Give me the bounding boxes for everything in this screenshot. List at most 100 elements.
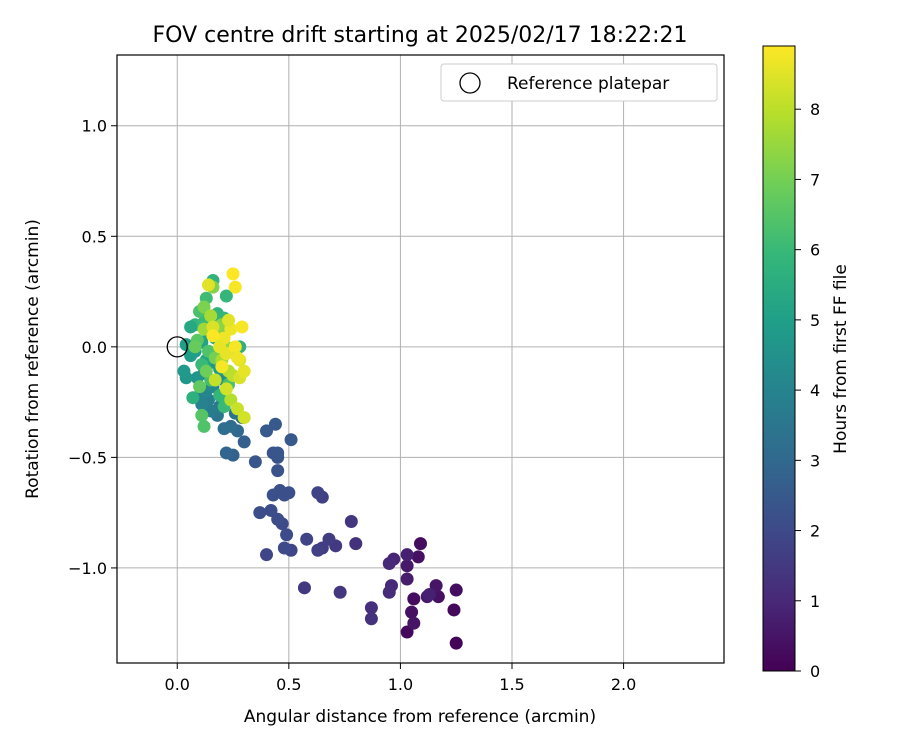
- data-point: [271, 512, 285, 526]
- x-tick-label: 0.5: [276, 675, 301, 694]
- data-point: [224, 393, 238, 407]
- data-point: [215, 360, 229, 374]
- data-point: [188, 340, 202, 354]
- data-point: [231, 402, 245, 416]
- data-point: [204, 309, 218, 323]
- data-point: [253, 506, 267, 520]
- data-point: [208, 373, 222, 387]
- data-point: [184, 320, 198, 334]
- data-point: [264, 503, 278, 517]
- data-point: [219, 289, 233, 303]
- y-axis-ticks: −1.0 −0.5 0.0 0.5 1.0: [68, 117, 117, 578]
- data-point: [407, 592, 421, 606]
- data-point: [260, 548, 274, 562]
- data-point: [311, 543, 325, 557]
- data-point: [195, 408, 209, 422]
- data-point: [237, 435, 251, 449]
- data-point: [429, 579, 443, 593]
- data-point: [177, 364, 191, 378]
- colorbar-tick-label: 6: [810, 241, 820, 260]
- data-point: [344, 515, 358, 529]
- colorbar-tick-label: 0: [810, 662, 820, 681]
- data-point: [186, 391, 200, 405]
- data-point: [280, 528, 294, 542]
- data-point: [382, 557, 396, 571]
- data-point: [248, 455, 262, 469]
- y-tick-label: 0.0: [82, 338, 107, 357]
- x-axis-ticks: 0.0 0.5 1.0 1.5 2.0: [165, 663, 636, 694]
- data-point: [197, 300, 211, 314]
- colorbar-tick-label: 1: [810, 592, 820, 611]
- legend-box: [440, 63, 718, 102]
- data-point: [349, 537, 363, 551]
- data-point: [300, 532, 314, 546]
- data-point: [447, 603, 461, 617]
- data-point: [311, 486, 325, 500]
- data-point: [193, 380, 207, 394]
- legend: Reference platepar: [440, 63, 718, 102]
- data-point: [228, 340, 242, 354]
- data-point: [322, 532, 336, 546]
- data-point: [284, 433, 298, 447]
- data-point: [237, 411, 251, 425]
- data-point: [199, 364, 213, 378]
- data-point: [213, 340, 227, 354]
- plot-frame: [116, 54, 725, 664]
- x-axis-label: Angular distance from reference (arcmin): [244, 707, 596, 727]
- data-point: [400, 572, 414, 586]
- data-point: [266, 488, 280, 502]
- colorbar-tick-label: 7: [810, 170, 820, 189]
- colorbar-ticks: 0 1 2 3 4 5 6 7 8: [795, 100, 820, 681]
- data-point: [206, 329, 220, 343]
- data-point: [405, 605, 419, 619]
- grid-lines: [117, 55, 724, 663]
- data-point: [422, 587, 436, 601]
- data-point: [260, 424, 274, 438]
- data-point: [364, 601, 378, 615]
- data-point: [407, 616, 421, 630]
- colorbar: 0 1 2 3 4 5 6 7 8 Hours from first FF file: [762, 45, 851, 681]
- y-tick-label: −1.0: [68, 559, 107, 578]
- data-point: [449, 636, 463, 650]
- data-point: [414, 537, 427, 551]
- data-point: [219, 446, 233, 460]
- data-point: [411, 550, 425, 564]
- data-point: [297, 581, 311, 595]
- data-point: [226, 267, 240, 281]
- legend-marker: [459, 72, 481, 94]
- data-point: [197, 419, 211, 433]
- scatter-points: [177, 267, 463, 650]
- x-tick-label: 1.0: [388, 675, 413, 694]
- legend-label: Reference platepar: [507, 74, 669, 94]
- colorbar-tick-label: 4: [810, 381, 820, 400]
- data-point: [400, 548, 414, 562]
- data-point: [268, 417, 282, 431]
- colorbar-tick-label: 5: [810, 311, 820, 330]
- data-point: [235, 320, 249, 334]
- x-tick-label: 2.0: [611, 675, 636, 694]
- data-point: [222, 313, 236, 327]
- y-tick-label: 1.0: [82, 117, 107, 136]
- y-tick-label: 0.5: [82, 227, 107, 246]
- colorbar-tick-label: 2: [810, 522, 820, 541]
- data-point: [400, 625, 414, 639]
- x-tick-label: 1.5: [499, 675, 524, 694]
- x-tick-label: 0.0: [165, 675, 190, 694]
- data-point: [271, 464, 285, 478]
- colorbar-tick-label: 3: [810, 451, 820, 470]
- reference-platepar-marker: [166, 336, 188, 358]
- data-point: [271, 446, 285, 460]
- data-point: [228, 280, 242, 294]
- colorbar-label: Hours from first FF file: [831, 264, 851, 454]
- data-point: [237, 364, 251, 378]
- data-point: [217, 422, 231, 436]
- data-point: [400, 559, 414, 573]
- chart-title: FOV centre drift starting at 2025/02/17 …: [153, 23, 688, 48]
- data-point: [333, 585, 347, 599]
- data-point: [231, 351, 245, 365]
- data-point: [382, 585, 396, 599]
- y-axis-label: Rotation from reference (arcmin): [23, 219, 43, 499]
- reference-layer: [166, 336, 188, 358]
- colorbar-tick-label: 8: [810, 100, 820, 119]
